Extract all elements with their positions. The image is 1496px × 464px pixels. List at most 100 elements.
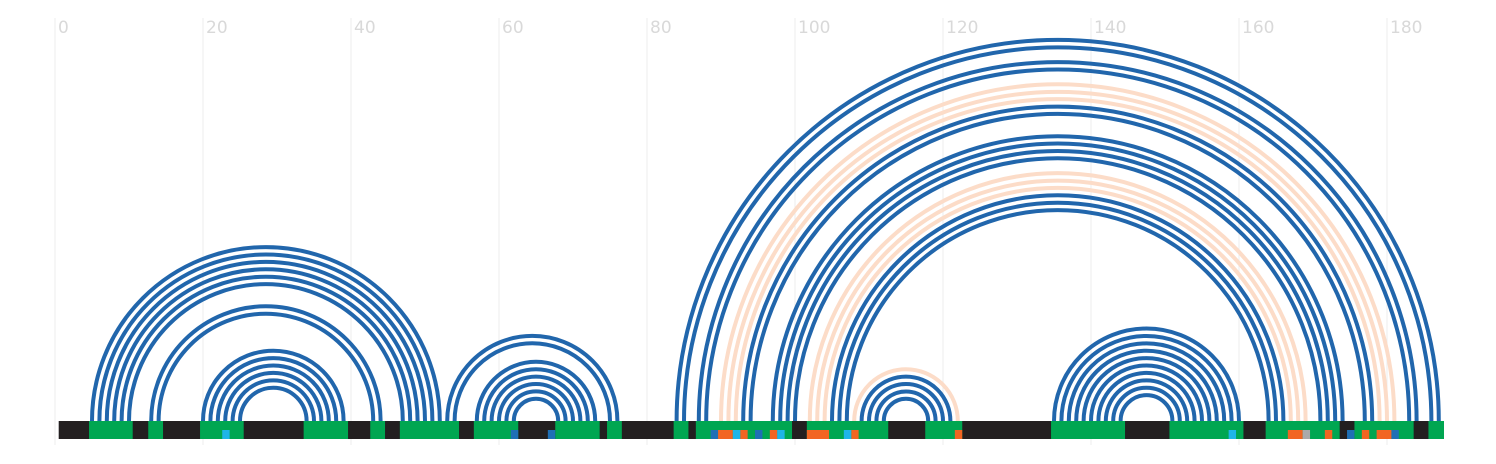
arc	[497, 382, 575, 422]
x-tick-label: 180	[1390, 18, 1422, 38]
arc	[1103, 378, 1190, 422]
arc	[208, 356, 339, 422]
track-segment	[777, 430, 785, 439]
track-segment	[925, 421, 963, 439]
track-segment	[473, 421, 519, 439]
arc	[1059, 333, 1234, 422]
track-segment	[740, 430, 748, 439]
arc	[844, 208, 1271, 422]
arc	[1052, 326, 1241, 422]
track-segment	[1361, 430, 1370, 439]
arc	[741, 104, 1375, 422]
arc	[807, 171, 1308, 422]
arc	[230, 378, 316, 422]
arc	[748, 111, 1367, 422]
arc	[1066, 341, 1227, 422]
x-tick-label: 120	[946, 18, 978, 38]
arc	[837, 200, 1278, 422]
arc	[859, 374, 953, 422]
track-segment	[1228, 430, 1237, 439]
track-segment	[1347, 430, 1355, 439]
arc	[1081, 356, 1212, 422]
arc	[149, 304, 383, 422]
arc	[881, 396, 931, 422]
track-segment	[370, 421, 386, 439]
arc	[674, 37, 1441, 422]
track-segment	[303, 421, 349, 439]
track-segment	[1376, 430, 1392, 439]
arc	[785, 148, 1330, 422]
arc	[482, 367, 590, 422]
x-tick-label: 0	[58, 18, 69, 38]
track-segment	[200, 421, 244, 439]
track-segment	[843, 430, 852, 439]
arc	[127, 282, 405, 422]
track-segment	[607, 421, 622, 439]
track-segment	[806, 430, 830, 439]
arc	[452, 341, 612, 422]
arc	[696, 60, 1419, 422]
track-segment	[710, 430, 719, 439]
arc	[511, 396, 561, 422]
track-segment	[1287, 430, 1303, 439]
track-segment	[148, 421, 164, 439]
arc	[822, 185, 1293, 422]
track-segment	[1324, 430, 1333, 439]
x-tick-label: 20	[206, 18, 228, 38]
arc	[97, 252, 435, 422]
arc	[90, 245, 442, 422]
arc	[830, 193, 1286, 422]
arc	[1074, 348, 1219, 422]
arc	[815, 178, 1301, 422]
x-tick-label: 160	[1242, 18, 1274, 38]
arc	[1096, 370, 1197, 422]
arc	[719, 82, 1397, 422]
arc	[489, 374, 583, 422]
track-segment	[1169, 421, 1244, 439]
track-segment	[954, 430, 963, 439]
track-segment	[399, 421, 460, 439]
arc	[1111, 385, 1182, 422]
track-segment	[1051, 421, 1126, 439]
track-segment	[547, 430, 556, 439]
track-segment	[510, 430, 519, 439]
arc	[215, 363, 331, 422]
track-segment	[1428, 421, 1444, 439]
x-tick-label: 60	[502, 18, 524, 38]
arc	[238, 385, 309, 422]
arc	[474, 359, 598, 422]
arc	[867, 382, 945, 422]
track-segment	[673, 421, 689, 439]
arc	[201, 348, 346, 422]
arc	[793, 156, 1323, 422]
x-tick-label: 40	[354, 18, 376, 38]
track-segment	[89, 421, 133, 439]
track-segment	[222, 430, 230, 439]
arc	[445, 333, 620, 422]
track-segment	[769, 430, 778, 439]
arc	[778, 141, 1338, 422]
track-segment	[1302, 430, 1311, 439]
arc	[1118, 393, 1175, 422]
x-tick-label: 80	[650, 18, 672, 38]
arc	[104, 259, 427, 422]
track-segment	[732, 430, 741, 439]
track-segment	[718, 430, 733, 439]
arc	[112, 267, 420, 422]
arc	[704, 67, 1412, 422]
arc	[682, 45, 1434, 422]
arc	[852, 367, 960, 422]
arc	[770, 134, 1345, 422]
x-tick-label: 100	[798, 18, 830, 38]
track-segment	[1391, 430, 1399, 439]
track-segment	[755, 430, 763, 439]
arc	[223, 370, 324, 422]
x-tick-label: 140	[1094, 18, 1126, 38]
arc	[733, 97, 1382, 422]
arc	[504, 389, 568, 422]
track-segment	[851, 430, 859, 439]
arc	[874, 389, 938, 422]
track-segment	[555, 421, 600, 439]
